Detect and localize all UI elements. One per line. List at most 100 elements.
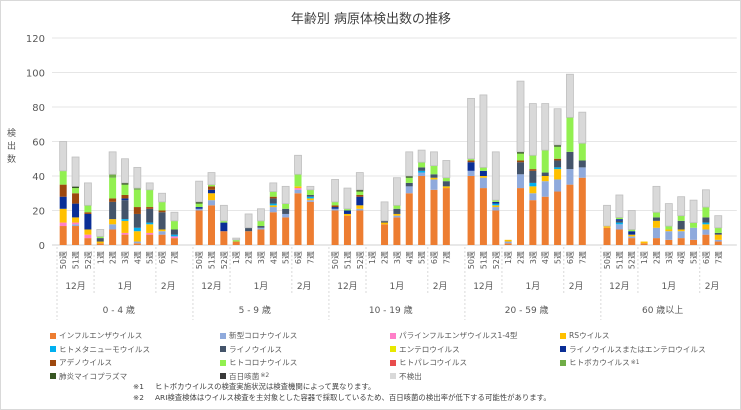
week-tick-label: 52週 xyxy=(356,251,365,269)
chart-title: 年齢別 病原体検出数の推移 xyxy=(291,12,451,27)
bar-segment xyxy=(170,236,178,239)
bar-segment xyxy=(652,227,660,239)
bar-segment xyxy=(133,243,141,245)
bar-segment xyxy=(517,174,524,189)
legend-swatch xyxy=(220,373,226,379)
bar-segment xyxy=(554,158,562,161)
bar-segment xyxy=(578,111,587,144)
bar-segment xyxy=(405,193,413,245)
week-tick-label: 4週 xyxy=(541,251,550,264)
bar-segment xyxy=(269,212,277,245)
bar-segment xyxy=(702,224,710,230)
bar-segment xyxy=(467,162,475,171)
legend-swatch xyxy=(560,332,566,339)
bar-segment xyxy=(170,220,178,230)
bar-segment xyxy=(492,210,500,245)
bar-segment xyxy=(343,213,351,216)
bar-segment xyxy=(269,191,277,197)
y-tick-label: 60 xyxy=(32,138,45,149)
legend-label: RSウイルス xyxy=(569,331,610,340)
bar-segment xyxy=(652,217,660,221)
bar-segment xyxy=(220,220,228,223)
y-tick-label: 40 xyxy=(32,172,45,183)
month-label: 12月 xyxy=(65,281,85,292)
bar-segment xyxy=(467,170,475,176)
bar-segment xyxy=(294,154,302,175)
bar-segment xyxy=(220,222,228,232)
bar-segment xyxy=(529,200,537,245)
bar-segment xyxy=(603,204,611,227)
week-tick-label: 7週 xyxy=(170,251,179,264)
bar-segment xyxy=(566,73,574,118)
bar-segment xyxy=(628,236,636,239)
week-tick-label: 5週 xyxy=(146,251,155,264)
week-tick-label: 1週 xyxy=(96,251,105,264)
bar-segment xyxy=(145,182,154,191)
bar-segment xyxy=(702,217,710,223)
bar-segment xyxy=(158,212,166,230)
legend-label: 新型コロナウイルス xyxy=(229,331,298,340)
bar-segment xyxy=(714,234,722,240)
week-tick-label: 50週 xyxy=(467,251,476,269)
bar-segment xyxy=(677,196,686,217)
bar-segment xyxy=(665,229,673,232)
bar-segment xyxy=(170,234,178,237)
bar-segment xyxy=(492,207,500,211)
bar-segment xyxy=(158,229,166,232)
bar-segment xyxy=(553,108,562,146)
bar-segment xyxy=(578,160,586,168)
bar-segment xyxy=(479,176,487,178)
y-tick-label: 120 xyxy=(26,34,45,45)
bar-segment xyxy=(615,194,624,218)
bar-segment xyxy=(158,231,166,235)
bar-segment xyxy=(257,227,265,230)
month-label: 12月 xyxy=(337,281,357,292)
bar-segment xyxy=(109,224,117,230)
bar-segment xyxy=(603,227,611,245)
bar-segment xyxy=(393,208,401,214)
bar-segment xyxy=(195,203,203,208)
week-tick-label: 1週 xyxy=(504,251,513,264)
bar-segment xyxy=(121,184,129,195)
bar-segment xyxy=(232,239,240,242)
legend-swatch xyxy=(50,332,56,339)
week-tick-label: 6週 xyxy=(158,251,167,264)
bar-segment xyxy=(282,213,290,218)
bar-segment xyxy=(294,186,302,189)
bar-segment xyxy=(121,232,129,235)
bar-segment xyxy=(430,165,438,175)
week-tick-label: 2週 xyxy=(652,251,661,264)
bar-segment xyxy=(72,203,80,218)
week-tick-label: 51週 xyxy=(72,251,81,269)
bar-segment xyxy=(714,239,722,242)
month-label: 1月 xyxy=(390,281,405,292)
bar-segment xyxy=(84,229,92,235)
bar-segment xyxy=(578,167,586,178)
week-tick-label: 51週 xyxy=(343,251,352,269)
footnote-mark: ※1 xyxy=(133,382,144,391)
bar-segment xyxy=(627,210,636,230)
bar-segment xyxy=(578,177,586,245)
bar-segment xyxy=(615,224,623,230)
bar-segment xyxy=(208,205,215,245)
bar-segment xyxy=(430,174,438,178)
week-tick-label: 2週 xyxy=(381,251,390,264)
week-tick-label: 51週 xyxy=(208,251,217,269)
bar-segment xyxy=(84,205,92,213)
legend-label: 肺炎マイコプラズマ xyxy=(59,371,128,381)
bar-segment xyxy=(133,231,141,242)
bar-segment xyxy=(59,170,67,185)
bar-segment xyxy=(492,203,500,206)
bar-segment xyxy=(417,149,426,163)
y-tick-label: 0 xyxy=(39,241,45,252)
bar-segment xyxy=(714,241,722,245)
bar-segment xyxy=(269,196,277,199)
footnote-text: ARI検査検体はウイルス検査を主対象とした容器で採取しているため、百日咳菌の検出… xyxy=(155,393,551,402)
week-tick-label: 6週 xyxy=(566,251,575,264)
bar-segment xyxy=(59,141,68,172)
legend-swatch xyxy=(390,373,396,379)
bar-segment xyxy=(133,227,141,232)
bar-segment xyxy=(146,207,154,209)
bar-segment xyxy=(109,229,117,245)
bar-segment xyxy=(158,201,166,211)
